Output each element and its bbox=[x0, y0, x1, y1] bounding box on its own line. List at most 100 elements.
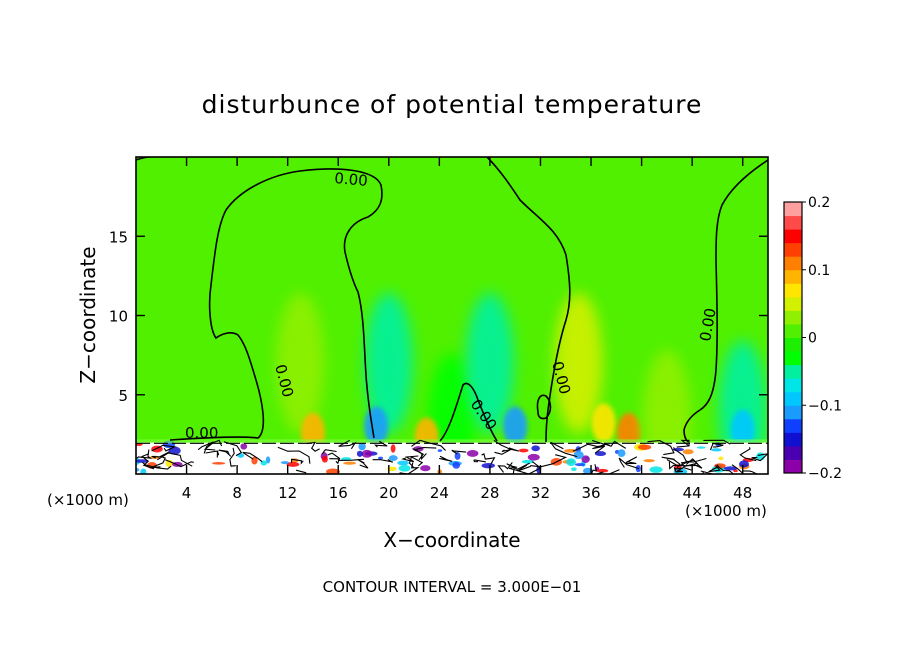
surface-noise-patch bbox=[682, 449, 694, 455]
anomaly-region bbox=[503, 406, 528, 447]
surface-band bbox=[136, 439, 768, 444]
surface-noise-patch bbox=[617, 449, 626, 458]
surface-contour bbox=[223, 441, 243, 457]
colorbar-swatch bbox=[784, 323, 802, 338]
surface-noise-patch bbox=[420, 465, 431, 472]
surface-noise-patch bbox=[356, 450, 363, 457]
surface-contour bbox=[603, 440, 626, 449]
surface-noise-patch bbox=[321, 455, 328, 463]
surface-contour bbox=[668, 461, 699, 470]
x-tick-label: 48 bbox=[733, 484, 752, 502]
contour-label: 0.00 bbox=[696, 307, 720, 343]
surface-noise-patch bbox=[596, 468, 609, 473]
surface-noise-patch bbox=[738, 460, 750, 468]
colorbar-tick-label: 0 bbox=[808, 331, 817, 347]
surface-contour bbox=[530, 454, 568, 468]
surface-contour bbox=[506, 462, 530, 470]
surface-noise-patch bbox=[573, 450, 584, 460]
x-unit-right: (×1000 m) bbox=[685, 502, 767, 520]
colorbar-swatch bbox=[784, 364, 802, 379]
surface-noise-patch bbox=[527, 453, 540, 461]
y-tick-label: 15 bbox=[109, 228, 128, 246]
surface-noise-patch bbox=[398, 464, 411, 472]
surface-contour bbox=[592, 439, 607, 454]
zero-contour-center-small bbox=[536, 394, 552, 420]
surface-contour bbox=[618, 457, 640, 470]
y-axis: 5 10 15 bbox=[109, 228, 768, 405]
surface-contour bbox=[624, 456, 638, 465]
surface-contour bbox=[277, 446, 311, 464]
surface-contour bbox=[327, 452, 341, 465]
surface-noise-patch bbox=[437, 449, 443, 452]
surface-noise-patch bbox=[566, 458, 577, 467]
surface-noise-patch bbox=[240, 443, 248, 450]
zero-contour-left bbox=[169, 168, 383, 441]
contour-label: 0.00 bbox=[334, 169, 369, 190]
surface-contour bbox=[550, 441, 578, 458]
x-tick-label: 40 bbox=[632, 484, 651, 502]
surface-noise-patch bbox=[361, 449, 373, 458]
colorbar-swatch bbox=[784, 242, 802, 257]
surface-contour bbox=[338, 439, 357, 450]
colorbar-swatch bbox=[784, 283, 802, 298]
surface-contour bbox=[329, 458, 365, 461]
plot-area: 0.00 0.00 0.00 0.00 0.00 0.00 bbox=[136, 157, 768, 474]
x-axis: 4 8 12 16 20 24 28 32 36 40 44 48 bbox=[182, 157, 752, 502]
surface-noise-patch bbox=[390, 444, 396, 453]
surface-contour bbox=[673, 467, 684, 473]
surface-noise-patch bbox=[212, 462, 226, 465]
anomaly-region bbox=[591, 403, 616, 444]
colorbar-swatch bbox=[784, 459, 802, 474]
x-tick-label: 28 bbox=[480, 484, 499, 502]
colorbar-swatch bbox=[784, 310, 802, 325]
surface-contour bbox=[141, 453, 155, 470]
surface-noise-patch bbox=[358, 442, 366, 451]
colorbar-swatch bbox=[784, 405, 802, 420]
surface-contour bbox=[730, 464, 745, 474]
colorbar-tick-label: −0.2 bbox=[808, 466, 842, 482]
surface-contour bbox=[473, 459, 486, 463]
surface-contour bbox=[439, 455, 453, 462]
surface-noise-patch bbox=[696, 446, 706, 449]
surface-contour bbox=[229, 447, 236, 467]
y-tick-label: 10 bbox=[109, 308, 128, 326]
surface-contour bbox=[712, 466, 734, 474]
x-tick-label: 8 bbox=[232, 484, 242, 502]
zero-contour-center bbox=[486, 157, 571, 443]
x-unit-left: (×1000 m) bbox=[47, 491, 129, 509]
surface-contour bbox=[451, 449, 467, 455]
colorbar-swatch bbox=[784, 337, 802, 352]
surface-contour bbox=[481, 452, 496, 465]
surface-contour bbox=[197, 441, 214, 454]
surface-noise-patch bbox=[583, 467, 593, 474]
zero-contour-mid-wave bbox=[439, 382, 498, 442]
surface-contour bbox=[218, 449, 232, 457]
surface-layer bbox=[136, 439, 768, 474]
surface-contour bbox=[136, 449, 153, 460]
surface-noise-patch bbox=[377, 456, 384, 460]
surface-noise-patch bbox=[581, 455, 590, 463]
colorbar-tick-label: 0.1 bbox=[808, 263, 830, 279]
y-tick-label: 5 bbox=[118, 387, 128, 405]
surface-contour bbox=[676, 439, 690, 448]
surface-contour bbox=[413, 446, 437, 461]
surface-noise-patch bbox=[286, 462, 300, 467]
surface-noise-patch bbox=[723, 466, 738, 471]
x-tick-label: 24 bbox=[430, 484, 449, 502]
colorbar-swatch bbox=[784, 418, 802, 433]
surface-noise-patch bbox=[454, 452, 461, 460]
contour-label: 0.00 bbox=[185, 424, 218, 442]
surface-noise-patch bbox=[594, 451, 607, 457]
surface-contour bbox=[708, 464, 721, 473]
x-tick-label: 20 bbox=[379, 484, 398, 502]
anomaly-region bbox=[276, 293, 325, 434]
surface-noise-patch bbox=[571, 467, 577, 472]
surface-contour bbox=[295, 469, 321, 474]
anomaly-region bbox=[364, 293, 413, 434]
colorbar: 0.2 0.1 0 −0.1 −0.2 bbox=[783, 195, 842, 482]
surface-contour bbox=[494, 447, 519, 455]
x-tick-label: 32 bbox=[531, 484, 550, 502]
surface-noise-patch bbox=[388, 455, 398, 461]
surface-contour bbox=[242, 451, 263, 463]
